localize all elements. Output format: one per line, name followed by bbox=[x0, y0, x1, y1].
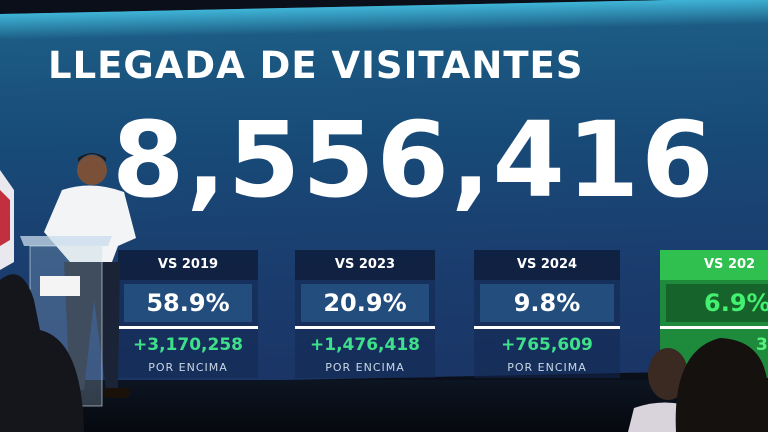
divider bbox=[660, 326, 768, 329]
audience-member bbox=[0, 274, 84, 432]
speaker-shoe bbox=[104, 388, 130, 398]
card: VS 2024 9.8% +765,609 POR ENCIMA bbox=[474, 250, 620, 378]
speaker-head bbox=[77, 155, 107, 185]
card-percent: 9.8% bbox=[480, 284, 614, 322]
card-difference: 35 bbox=[756, 335, 768, 355]
card-difference: +765,609 bbox=[501, 335, 593, 355]
card-percent: 58.9% bbox=[124, 284, 252, 322]
card-percent: 6.9% bbox=[666, 284, 768, 322]
card-label: VS 2023 bbox=[295, 250, 435, 280]
card: VS 2019 58.9% +3,170,258 POR ENCIMA bbox=[118, 250, 258, 378]
podium-top bbox=[20, 236, 112, 246]
card-percent: 20.9% bbox=[301, 284, 429, 322]
divider bbox=[295, 326, 435, 329]
card: VS 2023 20.9% +1,476,418 POR ENCIMA bbox=[295, 250, 435, 378]
audience-member bbox=[675, 338, 768, 432]
podium-logo bbox=[40, 276, 80, 296]
divider bbox=[474, 326, 620, 329]
card-difference: +1,476,418 bbox=[310, 335, 420, 355]
divider bbox=[118, 326, 258, 329]
card-difference: +3,170,258 bbox=[133, 335, 243, 355]
speaker-hair bbox=[78, 153, 106, 162]
card-label: VS 202 bbox=[660, 250, 768, 280]
total: 8,556,416 bbox=[112, 99, 716, 221]
flag-stripe bbox=[0, 190, 10, 246]
card-label: VS 2024 bbox=[474, 250, 620, 280]
audience-member bbox=[648, 348, 688, 400]
card-note: POR ENCIMA bbox=[507, 361, 587, 374]
card-note: POR ENCIMA bbox=[325, 361, 405, 374]
card-label: VS 2019 bbox=[118, 250, 258, 280]
card-note: POR ENCIMA bbox=[148, 361, 228, 374]
title: LLEGADA DE VISITANTES bbox=[48, 44, 584, 87]
